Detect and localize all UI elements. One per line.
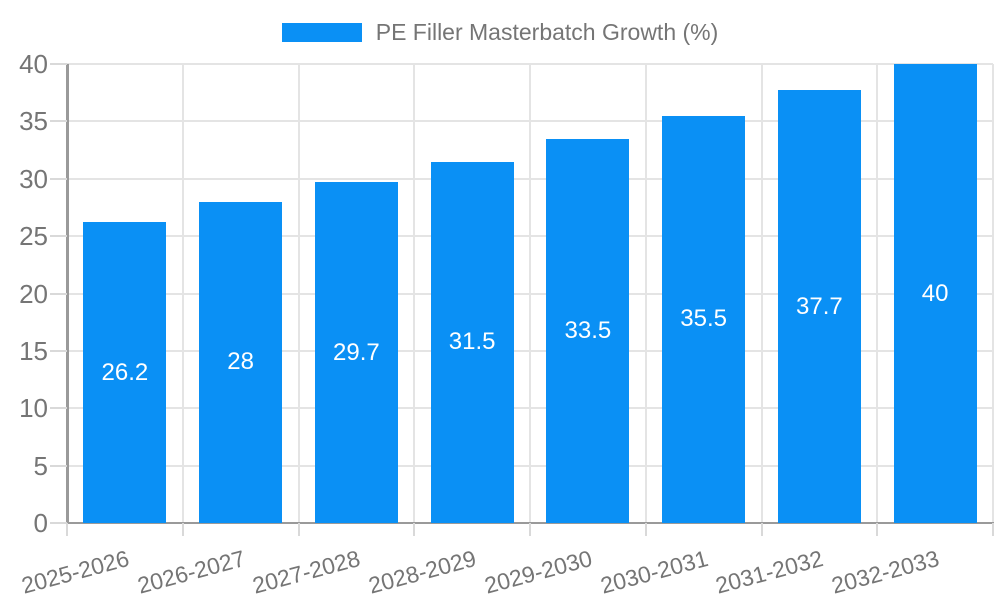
bar-value-label: 31.5 (448, 328, 496, 356)
y-tick-label: 20 (19, 278, 48, 309)
y-axis-tick (50, 177, 67, 180)
bar-value-label: 28 (227, 348, 254, 376)
y-axis-line (66, 64, 69, 523)
x-tick-label: 2030-2031 (597, 545, 711, 599)
x-tick-label: 2026-2027 (134, 545, 248, 599)
x-tick-label: 2025-2026 (18, 545, 132, 599)
x-axis-tick (529, 523, 531, 536)
gridline-v (992, 64, 994, 523)
bar: 26.2 (83, 222, 167, 523)
y-tick-label: 25 (19, 221, 48, 252)
bar-value-label: 40 (921, 279, 949, 307)
x-axis-tick (760, 523, 763, 536)
legend-label: PE Filler Masterbatch Growth (%) (375, 18, 719, 45)
gridline-v (644, 64, 647, 523)
x-tick-label: 2032-2033 (828, 545, 942, 599)
x-axis-tick (181, 523, 184, 536)
gridline-v (529, 64, 531, 523)
bar-value-label: 35.5 (680, 305, 727, 333)
x-tick-label: 2029-2030 (481, 545, 595, 599)
x-axis-tick (644, 523, 647, 536)
gridline-v (413, 64, 416, 523)
x-tick-label: 2028-2029 (365, 545, 479, 599)
x-axis-tick (413, 523, 416, 536)
bar: 33.5 (546, 138, 630, 523)
gridline-v (876, 64, 879, 523)
y-tick-label: 40 (19, 49, 48, 79)
bar-value-label: 29.7 (333, 338, 380, 366)
y-tick-label: 10 (19, 393, 48, 424)
y-axis-tick (50, 407, 67, 410)
chart-legend[interactable]: PE Filler Masterbatch Growth (%) (0, 18, 1000, 46)
bar: 37.7 (777, 90, 861, 523)
gridline-v (760, 64, 763, 523)
x-axis-tick (992, 523, 994, 536)
y-tick-label: 35 (19, 106, 48, 137)
x-axis-tick (876, 523, 879, 536)
gridline-v (181, 64, 184, 523)
y-tick-label: 5 (33, 450, 48, 481)
y-axis-tick (50, 522, 67, 524)
y-axis-tick (50, 292, 67, 295)
bar: 40 (893, 64, 977, 523)
x-axis-line (66, 521, 994, 524)
y-tick-label: 0 (33, 508, 48, 538)
y-axis-tick (50, 235, 67, 238)
bar-value-label: 26.2 (101, 358, 149, 386)
bar-value-label: 37.7 (796, 292, 843, 320)
x-axis-tick (297, 523, 300, 536)
y-axis-tick (50, 63, 67, 65)
x-axis-tick (66, 523, 68, 536)
x-tick-label: 2027-2028 (250, 545, 364, 599)
bar: 28 (199, 201, 283, 523)
bar: 35.5 (662, 115, 746, 523)
y-tick-label: 15 (19, 335, 48, 366)
bar-value-label: 33.5 (564, 316, 612, 344)
y-tick-label: 30 (19, 163, 48, 194)
y-axis-tick (50, 120, 67, 123)
gridline-v (297, 64, 300, 523)
y-axis-tick (50, 349, 67, 352)
bar: 29.7 (314, 182, 398, 523)
bar: 31.5 (430, 161, 514, 523)
y-axis-tick (50, 464, 67, 467)
x-tick-label: 2031-2032 (713, 545, 827, 599)
legend-swatch (281, 22, 362, 42)
plot-area: 26.2 28 29.7 31.5 33.5 35.5 37.7 40 (66, 63, 994, 524)
